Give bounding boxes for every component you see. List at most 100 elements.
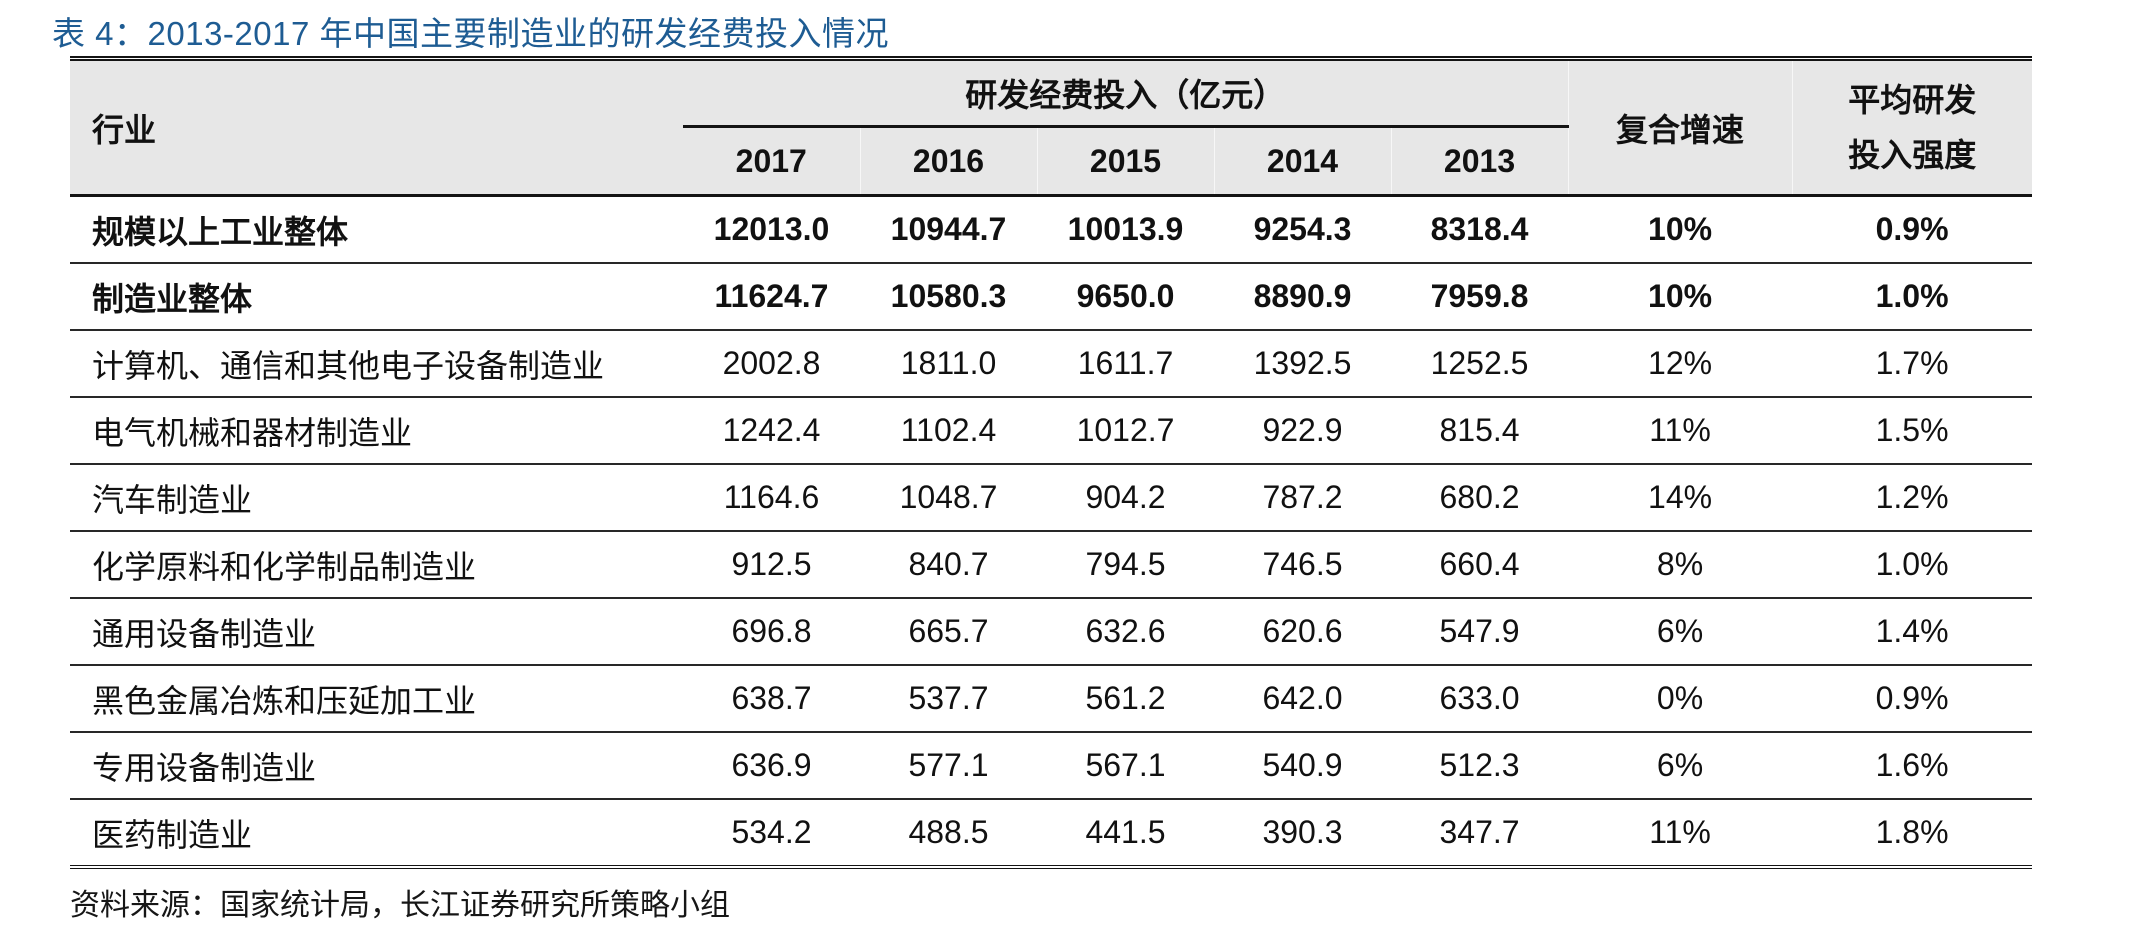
- col-group-rnd-investment: 研发经费投入（亿元）: [683, 58, 1569, 128]
- value-cell-2015: 441.5: [1085, 814, 1166, 850]
- value-cell-2014: 746.5: [1262, 546, 1343, 582]
- value-cell-2013: 815.4: [1439, 412, 1520, 448]
- value-cell-2014: 390.3: [1262, 814, 1343, 850]
- value-cell-2014: 922.9: [1262, 412, 1343, 448]
- table-row: 专用设备制造业 636.9 577.1 567.1 540.9 512.3 6%…: [70, 732, 2033, 799]
- value-cell-2013: 347.7: [1439, 814, 1520, 850]
- industry-name-cell: 黑色金属冶炼和压延加工业: [92, 682, 477, 719]
- value-cell-2015: 632.6: [1085, 613, 1166, 649]
- intensity-cell: 1.7%: [1875, 345, 1949, 381]
- col-header-year-2017: 2017: [683, 126, 860, 197]
- intensity-cell: 0.9%: [1875, 211, 1949, 247]
- intensity-cell: 0.9%: [1875, 680, 1949, 716]
- avg-intensity-label-line2: 投入强度: [1848, 136, 1977, 173]
- value-cell-2016: 488.5: [908, 814, 989, 850]
- intensity-cell: 1.0%: [1875, 278, 1949, 314]
- col-header-year-2016: 2016: [859, 126, 1037, 197]
- value-cell-2013: 7959.8: [1430, 278, 1529, 314]
- value-cell-2013: 633.0: [1439, 680, 1520, 716]
- industry-name-cell: 通用设备制造业: [92, 615, 317, 652]
- industry-name-cell: 电气机械和器材制造业: [92, 414, 413, 451]
- value-cell-2017: 696.8: [731, 613, 812, 649]
- value-cell-2016: 1102.4: [900, 412, 997, 448]
- value-cell-2013: 547.9: [1439, 613, 1520, 649]
- value-cell-2017: 12013.0: [713, 211, 830, 247]
- value-cell-2016: 537.7: [908, 680, 989, 716]
- table-title: 表 4：2013-2017 年中国主要制造业的研发经费投入情况: [52, 15, 890, 52]
- table-row: 黑色金属冶炼和压延加工业 638.7 537.7 561.2 642.0 633…: [70, 665, 2033, 732]
- industry-name-cell: 汽车制造业: [92, 481, 253, 518]
- value-cell-2017: 11624.7: [714, 278, 829, 314]
- industry-name-cell: 医药制造业: [92, 816, 253, 853]
- value-cell-2015: 567.1: [1085, 747, 1166, 783]
- col-header-year-2015: 2015: [1036, 126, 1214, 197]
- value-cell-2013: 1252.5: [1430, 345, 1529, 381]
- value-cell-2014: 787.2: [1262, 479, 1343, 515]
- value-cell-2014: 1392.5: [1253, 345, 1352, 381]
- cagr-cell: 11%: [1649, 814, 1711, 850]
- industry-name-cell: 化学原料和化学制品制造业: [92, 548, 477, 585]
- header-row-years: 2017 2016 2015 2014 2013: [70, 126, 2032, 197]
- table-row: 通用设备制造业 696.8 665.7 632.6 620.6 547.9 6%…: [70, 598, 2033, 665]
- value-cell-2017: 2002.8: [722, 345, 821, 381]
- value-cell-2016: 665.7: [908, 613, 989, 649]
- value-cell-2013: 8318.4: [1430, 211, 1529, 247]
- value-cell-2016: 10944.7: [890, 211, 1007, 247]
- avg-intensity-label-line1: 平均研发: [1848, 81, 1977, 118]
- intensity-cell: 1.4%: [1875, 613, 1949, 649]
- industry-name-cell: 专用设备制造业: [92, 749, 317, 786]
- value-cell-2017: 1242.4: [722, 412, 821, 448]
- header-row-group: 行业 研发经费投入（亿元） 复合增速 平均研发 投入强度: [70, 58, 2033, 197]
- value-cell-2016: 577.1: [908, 747, 989, 783]
- value-cell-2016: 840.7: [908, 546, 989, 582]
- value-cell-2017: 638.7: [731, 680, 812, 716]
- value-cell-2014: 8890.9: [1253, 278, 1352, 314]
- cagr-cell: 14%: [1648, 479, 1713, 515]
- value-cell-2015: 1611.7: [1077, 345, 1174, 381]
- value-cell-2015: 9650.0: [1076, 278, 1175, 314]
- industry-name-cell: 规模以上工业整体: [92, 213, 349, 250]
- intensity-cell: 1.5%: [1875, 412, 1949, 448]
- cagr-cell: 8%: [1656, 546, 1704, 582]
- rnd-investment-table: 行业 研发经费投入（亿元） 复合增速 平均研发 投入强度 2017 2016 2…: [70, 56, 2033, 869]
- table-row: 化学原料和化学制品制造业 912.5 840.7 794.5 746.5 660…: [70, 531, 2033, 598]
- value-cell-2017: 534.2: [731, 814, 812, 850]
- value-cell-2013: 660.4: [1439, 546, 1520, 582]
- value-cell-2014: 642.0: [1262, 680, 1343, 716]
- col-header-cagr: 复合增速: [1567, 58, 1793, 197]
- industry-name-cell: 计算机、通信和其他电子设备制造业: [92, 347, 605, 384]
- col-header-year-2014: 2014: [1213, 126, 1391, 197]
- value-cell-2014: 620.6: [1262, 613, 1343, 649]
- cagr-cell: 11%: [1649, 412, 1711, 448]
- cagr-cell: 10%: [1648, 278, 1713, 314]
- cagr-cell: 12%: [1648, 345, 1713, 381]
- intensity-cell: 1.0%: [1875, 546, 1949, 582]
- table-body: 规模以上工业整体 12013.0 10944.7 10013.9 9254.3 …: [70, 196, 2033, 868]
- value-cell-2013: 680.2: [1439, 479, 1520, 515]
- table-row: 计算机、通信和其他电子设备制造业 2002.8 1811.0 1611.7 13…: [70, 330, 2033, 397]
- value-cell-2017: 912.5: [731, 546, 812, 582]
- value-cell-2014: 9254.3: [1253, 211, 1352, 247]
- cagr-cell: 6%: [1656, 747, 1704, 783]
- source-note: 资料来源：国家统计局，长江证券研究所策略小组: [70, 889, 730, 922]
- table-row: 制造业整体 11624.7 10580.3 9650.0 8890.9 7959…: [70, 263, 2033, 330]
- table-row: 汽车制造业 1164.6 1048.7 904.2 787.2 680.2 14…: [70, 464, 2033, 531]
- value-cell-2013: 512.3: [1439, 747, 1520, 783]
- col-header-year-2013: 2013: [1390, 126, 1569, 197]
- value-cell-2015: 561.2: [1085, 680, 1166, 716]
- table-header: 行业 研发经费投入（亿元） 复合增速 平均研发 投入强度 2017 2016 2…: [70, 58, 2033, 197]
- intensity-cell: 1.6%: [1875, 747, 1949, 783]
- table-row: 规模以上工业整体 12013.0 10944.7 10013.9 9254.3 …: [70, 196, 2033, 263]
- intensity-cell: 1.8%: [1875, 814, 1949, 850]
- table-row: 电气机械和器材制造业 1242.4 1102.4 1012.7 922.9 81…: [70, 397, 2033, 464]
- value-cell-2017: 1164.6: [723, 479, 820, 515]
- cagr-cell: 6%: [1656, 613, 1704, 649]
- value-cell-2015: 10013.9: [1067, 211, 1184, 247]
- value-cell-2014: 540.9: [1262, 747, 1343, 783]
- value-cell-2017: 636.9: [731, 747, 812, 783]
- table-row: 医药制造业 534.2 488.5 441.5 390.3 347.7 11% …: [70, 799, 2032, 867]
- col-header-industry: 行业: [70, 58, 683, 197]
- value-cell-2016: 1811.0: [900, 345, 997, 381]
- value-cell-2015: 904.2: [1085, 479, 1166, 515]
